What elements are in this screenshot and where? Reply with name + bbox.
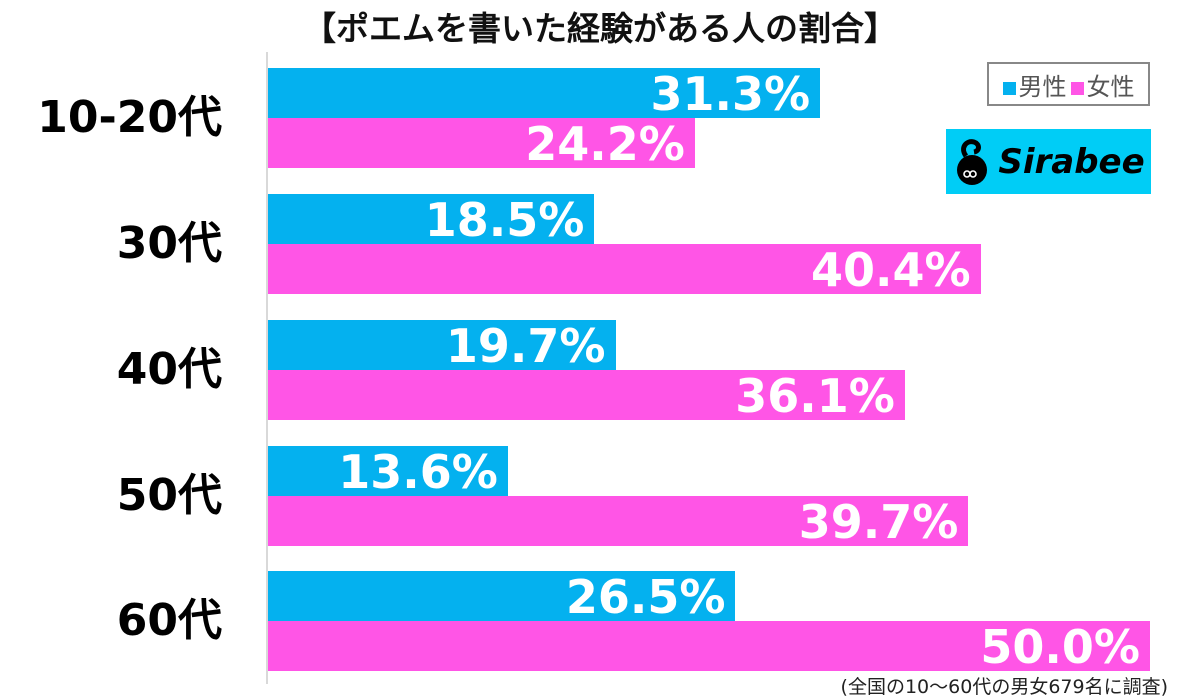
bar-value-label: 19.7%: [445, 319, 606, 373]
bar-value-label: 13.6%: [338, 445, 498, 499]
legend-item-female: 女性: [1070, 67, 1135, 102]
bar-female: 24.2%: [268, 117, 695, 171]
bar-female: 50.0%: [268, 620, 1150, 674]
bar-value-label: 18.5%: [424, 193, 585, 247]
category-label: 50代: [116, 470, 222, 521]
chart-title: 【ポエムを書いた経験がある人の割合】: [303, 9, 897, 48]
bar-male: 18.5%: [268, 193, 595, 247]
legend: 男性 女性: [987, 62, 1150, 106]
category-label: 40代: [116, 344, 222, 395]
category-label: 60代: [116, 595, 222, 646]
bar-female: 36.1%: [268, 369, 905, 423]
bar-male: 26.5%: [268, 570, 736, 624]
legend-item-male: 男性: [1002, 67, 1067, 102]
logo-text: Sirabee: [998, 141, 1145, 182]
sirabee-logo: Sirabee: [946, 129, 1151, 194]
bar-value-label: 26.5%: [565, 570, 726, 624]
bar-value-label: 36.1%: [735, 369, 895, 423]
bar-female: 40.4%: [268, 243, 981, 297]
bar-value-label: 50.0%: [980, 620, 1140, 674]
bar-male: 19.7%: [268, 319, 616, 373]
bar-value-label: 24.2%: [525, 117, 685, 171]
y-axis-line: [266, 52, 268, 684]
category-label: 10-20代: [37, 92, 222, 143]
bar-male: 31.3%: [268, 67, 821, 121]
category-label: 30代: [116, 218, 222, 269]
bar-male: 13.6%: [268, 445, 508, 499]
bar-value-label: 40.4%: [811, 243, 971, 297]
legend-swatch-female-icon: [1070, 81, 1084, 95]
legend-swatch-male-icon: [1002, 81, 1016, 95]
footnote: (全国の10～60代の男女679名に調査): [840, 676, 1168, 698]
sirabee-mascot-icon: [957, 138, 988, 185]
bar-female: 39.7%: [268, 495, 969, 549]
bar-value-label: 39.7%: [798, 495, 959, 549]
bar-value-label: 31.3%: [650, 67, 811, 121]
